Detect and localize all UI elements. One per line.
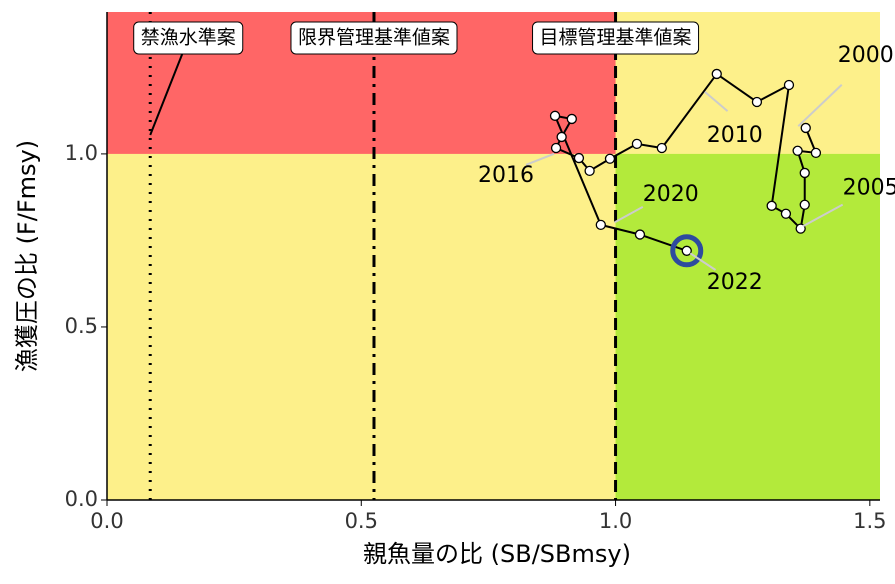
point (711, 68, 722, 80)
reference-label-text: 禁漁水準案 (141, 27, 236, 49)
point (799, 199, 810, 210)
point (751, 96, 763, 108)
year-leader (797, 84, 843, 127)
point (573, 152, 585, 164)
reference-label-box (532, 21, 700, 55)
reference-label-text: 限界管理基準値案 (298, 27, 450, 49)
point (634, 229, 646, 240)
point (604, 153, 616, 164)
year-label: 2022 (707, 270, 763, 295)
reference-label-leader (149, 53, 184, 136)
zone-healthy (615, 153, 880, 501)
year-leader (704, 90, 729, 112)
x-axis-title: 親魚量の比 (SB/SBmsy) (363, 540, 631, 568)
reference-label: 禁漁水準案 (133, 21, 244, 55)
point (566, 113, 577, 125)
point (584, 165, 595, 177)
year-leader (802, 203, 844, 228)
x-tick-label: 1.0 (599, 509, 632, 533)
y-tick-label: 1.0 (65, 141, 98, 165)
point (780, 208, 792, 219)
point (681, 245, 692, 256)
point (656, 142, 667, 154)
point (556, 131, 567, 143)
point (595, 219, 606, 231)
point (550, 142, 562, 154)
year-label: 2020 (643, 182, 699, 207)
reference-label-text: 目標管理基準値案 (540, 27, 692, 49)
x-tick-label: 0.0 (90, 509, 123, 533)
point (631, 138, 643, 150)
reference-label-box (290, 21, 458, 55)
year-leader (614, 205, 644, 224)
point (810, 147, 822, 159)
point (799, 167, 810, 179)
highlight-ring (670, 234, 704, 268)
point (783, 79, 795, 91)
point (795, 223, 806, 234)
point (549, 110, 561, 121)
x-tick-label: 0.5 (345, 509, 378, 533)
year-label: 2005 (843, 176, 895, 201)
reference-label: 限界管理基準値案 (290, 21, 458, 55)
year-leader (689, 252, 717, 271)
year-label: 2010 (707, 123, 763, 148)
y-tick-label: 0.5 (65, 314, 98, 338)
year-leader (525, 152, 555, 166)
reference-label-box (133, 21, 244, 55)
year-label: 2016 (478, 163, 534, 188)
y-axis-title: 漁獲圧の比 (F/Fmsy) (13, 140, 41, 372)
point (792, 145, 803, 156)
point (800, 122, 811, 134)
y-tick-label: 0.0 (65, 487, 98, 511)
year-label: 2000 (838, 43, 894, 68)
point (766, 200, 777, 211)
reference-label: 目標管理基準値案 (532, 21, 700, 55)
x-tick-label: 1.5 (853, 509, 886, 533)
